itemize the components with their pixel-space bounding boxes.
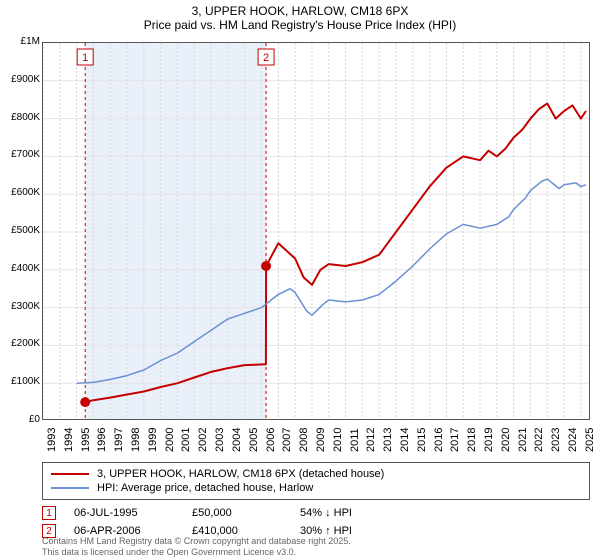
y-tick-label: £200K — [0, 338, 40, 349]
credits: Contains HM Land Registry data © Crown c… — [42, 536, 351, 558]
x-tick-label: 2003 — [214, 428, 226, 452]
y-tick-label: £500K — [0, 225, 40, 236]
x-tick-label: 2005 — [248, 428, 260, 452]
x-tick-label: 1998 — [130, 428, 142, 452]
x-tick-label: 2012 — [365, 428, 377, 452]
x-tick-label: 2014 — [399, 428, 411, 452]
x-tick-label: 2002 — [197, 428, 209, 452]
x-tick-label: 2017 — [449, 428, 461, 452]
x-tick-label: 2023 — [550, 428, 562, 452]
svg-text:2: 2 — [263, 52, 269, 64]
legend: 3, UPPER HOOK, HARLOW, CM18 6PX (detache… — [42, 462, 590, 500]
legend-item: HPI: Average price, detached house, Harl… — [51, 481, 581, 495]
x-tick-label: 2006 — [265, 428, 277, 452]
x-tick-label: 2016 — [433, 428, 445, 452]
annotation-row: 1 06-JUL-1995 £50,000 54% ↓ HPI — [42, 504, 590, 522]
y-tick-label: £700K — [0, 149, 40, 160]
x-tick-label: 2015 — [416, 428, 428, 452]
legend-item: 3, UPPER HOOK, HARLOW, CM18 6PX (detache… — [51, 467, 581, 481]
x-tick-label: 1996 — [96, 428, 108, 452]
x-tick-label: 2020 — [500, 428, 512, 452]
x-tick-label: 2010 — [332, 428, 344, 452]
x-tick-label: 2024 — [567, 428, 579, 452]
plot-svg: 12 — [43, 43, 590, 420]
chart-container: 3, UPPER HOOK, HARLOW, CM18 6PX Price pa… — [0, 0, 600, 560]
x-tick-label: 2004 — [231, 428, 243, 452]
title-line-1: 3, UPPER HOOK, HARLOW, CM18 6PX — [0, 4, 600, 18]
annotation-pct: 54% ↓ HPI — [300, 507, 420, 519]
legend-swatch — [51, 473, 89, 475]
x-tick-label: 2013 — [382, 428, 394, 452]
y-tick-label: £600K — [0, 187, 40, 198]
annotation-date: 06-APR-2006 — [74, 525, 174, 537]
y-tick-label: £1M — [0, 36, 40, 47]
annotation-pct: 30% ↑ HPI — [300, 525, 420, 537]
annotations-table: 106-JUL-1995£50,00054% ↓ HPI206-APR-2006… — [42, 504, 590, 540]
legend-label: HPI: Average price, detached house, Harl… — [97, 482, 313, 494]
x-tick-label: 2000 — [164, 428, 176, 452]
x-tick-label: 1997 — [113, 428, 125, 452]
x-tick-label: 2001 — [180, 428, 192, 452]
x-tick-label: 2025 — [584, 428, 596, 452]
y-tick-label: £100K — [0, 376, 40, 387]
x-tick-label: 1994 — [63, 428, 75, 452]
y-tick-label: £0 — [0, 414, 40, 425]
x-tick-label: 2018 — [466, 428, 478, 452]
y-tick-label: £300K — [0, 301, 40, 312]
title-line-2: Price paid vs. HM Land Registry's House … — [0, 18, 600, 32]
y-tick-label: £800K — [0, 112, 40, 123]
y-tick-label: £400K — [0, 263, 40, 274]
annotation-price: £50,000 — [192, 507, 282, 519]
x-tick-label: 2011 — [349, 428, 361, 452]
x-tick-label: 1995 — [80, 428, 92, 452]
x-tick-label: 1993 — [46, 428, 58, 452]
x-tick-label: 2021 — [517, 428, 529, 452]
annotation-price: £410,000 — [192, 525, 282, 537]
x-tick-label: 2008 — [298, 428, 310, 452]
x-tick-label: 1999 — [147, 428, 159, 452]
y-tick-label: £900K — [0, 74, 40, 85]
annotation-marker: 1 — [42, 506, 56, 520]
annotation-date: 06-JUL-1995 — [74, 507, 174, 519]
x-tick-label: 2007 — [281, 428, 293, 452]
titles: 3, UPPER HOOK, HARLOW, CM18 6PX Price pa… — [0, 0, 600, 32]
x-tick-label: 2009 — [315, 428, 327, 452]
x-tick-label: 2022 — [533, 428, 545, 452]
plot-area: 12 — [42, 42, 590, 420]
credits-line-2: This data is licensed under the Open Gov… — [42, 547, 351, 558]
x-tick-label: 2019 — [483, 428, 495, 452]
legend-label: 3, UPPER HOOK, HARLOW, CM18 6PX (detache… — [97, 468, 384, 480]
svg-text:1: 1 — [82, 52, 88, 64]
legend-swatch — [51, 487, 89, 489]
credits-line-1: Contains HM Land Registry data © Crown c… — [42, 536, 351, 547]
